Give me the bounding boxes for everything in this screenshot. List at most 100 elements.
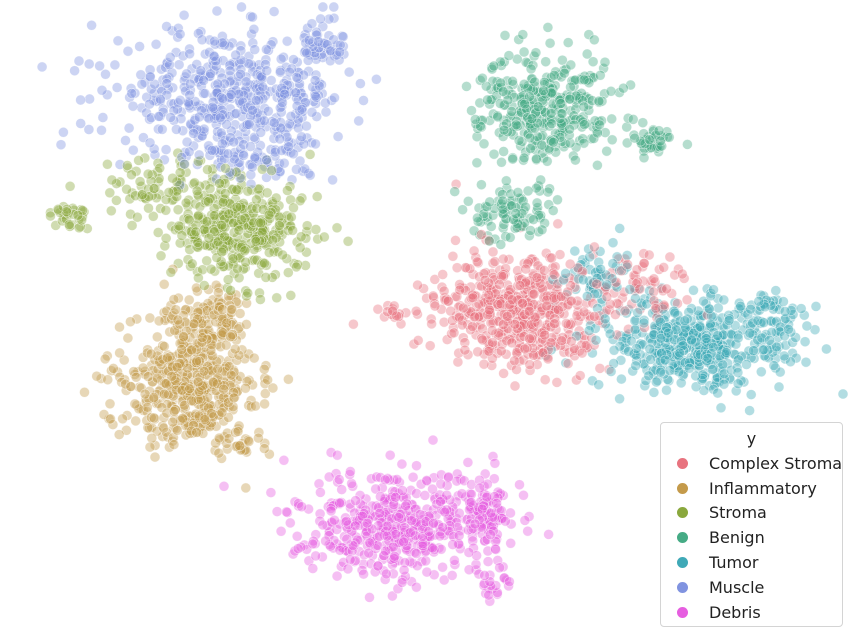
scatter-point-stroma [142,168,154,180]
scatter-point-tumor [753,295,765,307]
scatter-point-stroma [311,191,323,202]
scatter-point-inflammatory [158,278,170,290]
scatter-point-muscle [353,115,365,127]
scatter-point-stroma [304,149,316,160]
scatter-point-muscle [306,107,318,118]
scatter-point-tumor [770,285,782,296]
scatter-point-muscle [165,112,176,123]
scatter-point-debris [292,543,304,554]
scatter-point-debris [380,545,391,557]
scatter-point-stroma [163,187,175,198]
scatter-point-complex-stroma [412,335,424,346]
scatter-point-complex-stroma [650,303,662,314]
scatter-point-inflammatory [183,294,195,306]
scatter-point-benign [457,204,468,215]
scatter-point-debris [271,506,283,517]
scatter-point-muscle [230,108,242,119]
scatter-point-debris [384,449,396,461]
scatter-point-tumor [757,344,769,356]
scatter-point-debris [364,537,376,549]
scatter-point-tumor [599,313,611,325]
scatter-point-muscle [55,139,67,150]
scatter-point-inflammatory [213,287,224,298]
scatter-point-muscle [228,136,239,148]
scatter-point-stroma [294,242,306,253]
scatter-point-stroma [199,280,210,291]
scatter-point-complex-stroma [372,303,384,315]
scatter-point-complex-stroma [429,300,441,312]
scatter-point-benign [512,187,524,198]
scatter-point-debris [465,496,477,508]
scatter-point-complex-stroma [648,286,659,298]
scatter-point-stroma [63,219,75,230]
scatter-point-stroma [342,236,354,247]
scatter-point-muscle [122,45,134,57]
scatter-point-benign [536,139,547,151]
scatter-point-benign [618,82,629,94]
scatter-point-benign [497,86,509,97]
scatter-point-complex-stroma [483,345,495,357]
scatter-point-complex-stroma [476,229,487,240]
scatter-point-debris [317,551,328,563]
scatter-point-debris [334,497,345,509]
scatter-point-benign [579,119,590,130]
scatter-point-inflammatory [171,361,183,373]
scatter-point-complex-stroma [506,337,518,349]
scatter-point-tumor [702,352,714,364]
scatter-point-stroma [222,274,234,285]
scatter-point-debris [462,457,474,468]
scatter-point-inflammatory [79,386,90,398]
scatter-point-debris [439,506,451,518]
scatter-point-complex-stroma [588,311,600,322]
scatter-point-complex-stroma [410,305,422,317]
scatter-point-debris [325,505,337,517]
scatter-point-inflammatory [148,392,160,403]
scatter-point-debris [282,507,293,518]
scatter-point-stroma [287,225,298,236]
scatter-point-stroma [318,231,330,243]
scatter-point-complex-stroma [520,263,532,275]
scatter-point-muscle [196,34,208,46]
scatter-point-inflammatory [131,313,143,325]
scatter-point-complex-stroma [477,334,488,346]
scatter-point-muscle [310,90,321,102]
scatter-point-tumor [718,378,730,390]
scatter-point-tumor [583,325,595,336]
scatter-point-stroma [64,181,76,192]
scatter-point-tumor [684,362,695,374]
scatter-point-stroma [261,187,273,199]
scatter-point-complex-stroma [591,278,603,290]
scatter-point-muscle [248,23,260,35]
scatter-point-debris [427,542,438,554]
scatter-point-muscle [257,81,269,93]
scatter-point-debris [428,518,439,529]
scatter-point-benign [461,81,472,92]
scatter-point-inflammatory [153,315,165,327]
scatter-point-complex-stroma [487,246,499,258]
scatter-point-stroma [220,163,231,174]
scatter-point-muscle [161,78,173,89]
scatter-point-inflammatory [144,441,156,453]
scatter-point-benign [482,94,493,106]
scatter-point-stroma [192,210,204,222]
scatter-point-muscle [315,13,326,25]
scatter-point-stroma [133,155,144,166]
scatter-point-benign [538,85,549,97]
scatter-point-muscle [217,138,228,150]
scatter-point-complex-stroma [483,289,495,301]
scatter-point-tumor [577,274,589,286]
scatter-point-stroma [143,202,154,214]
scatter-point-debris [407,471,419,483]
scatter-point-inflammatory [199,414,211,425]
scatter-point-stroma [148,211,159,222]
scatter-point-tumor [673,366,685,378]
scatter-point-complex-stroma [524,359,536,370]
scatter-point-benign [545,108,557,119]
scatter-point-stroma [231,201,243,213]
scatter-point-debris [358,568,369,580]
scatter-point-tumor [732,378,744,390]
scatter-point-tumor [581,290,593,302]
scatter-point-debris [453,530,465,541]
scatter-point-complex-stroma [538,265,550,276]
scatter-point-benign [541,156,553,167]
